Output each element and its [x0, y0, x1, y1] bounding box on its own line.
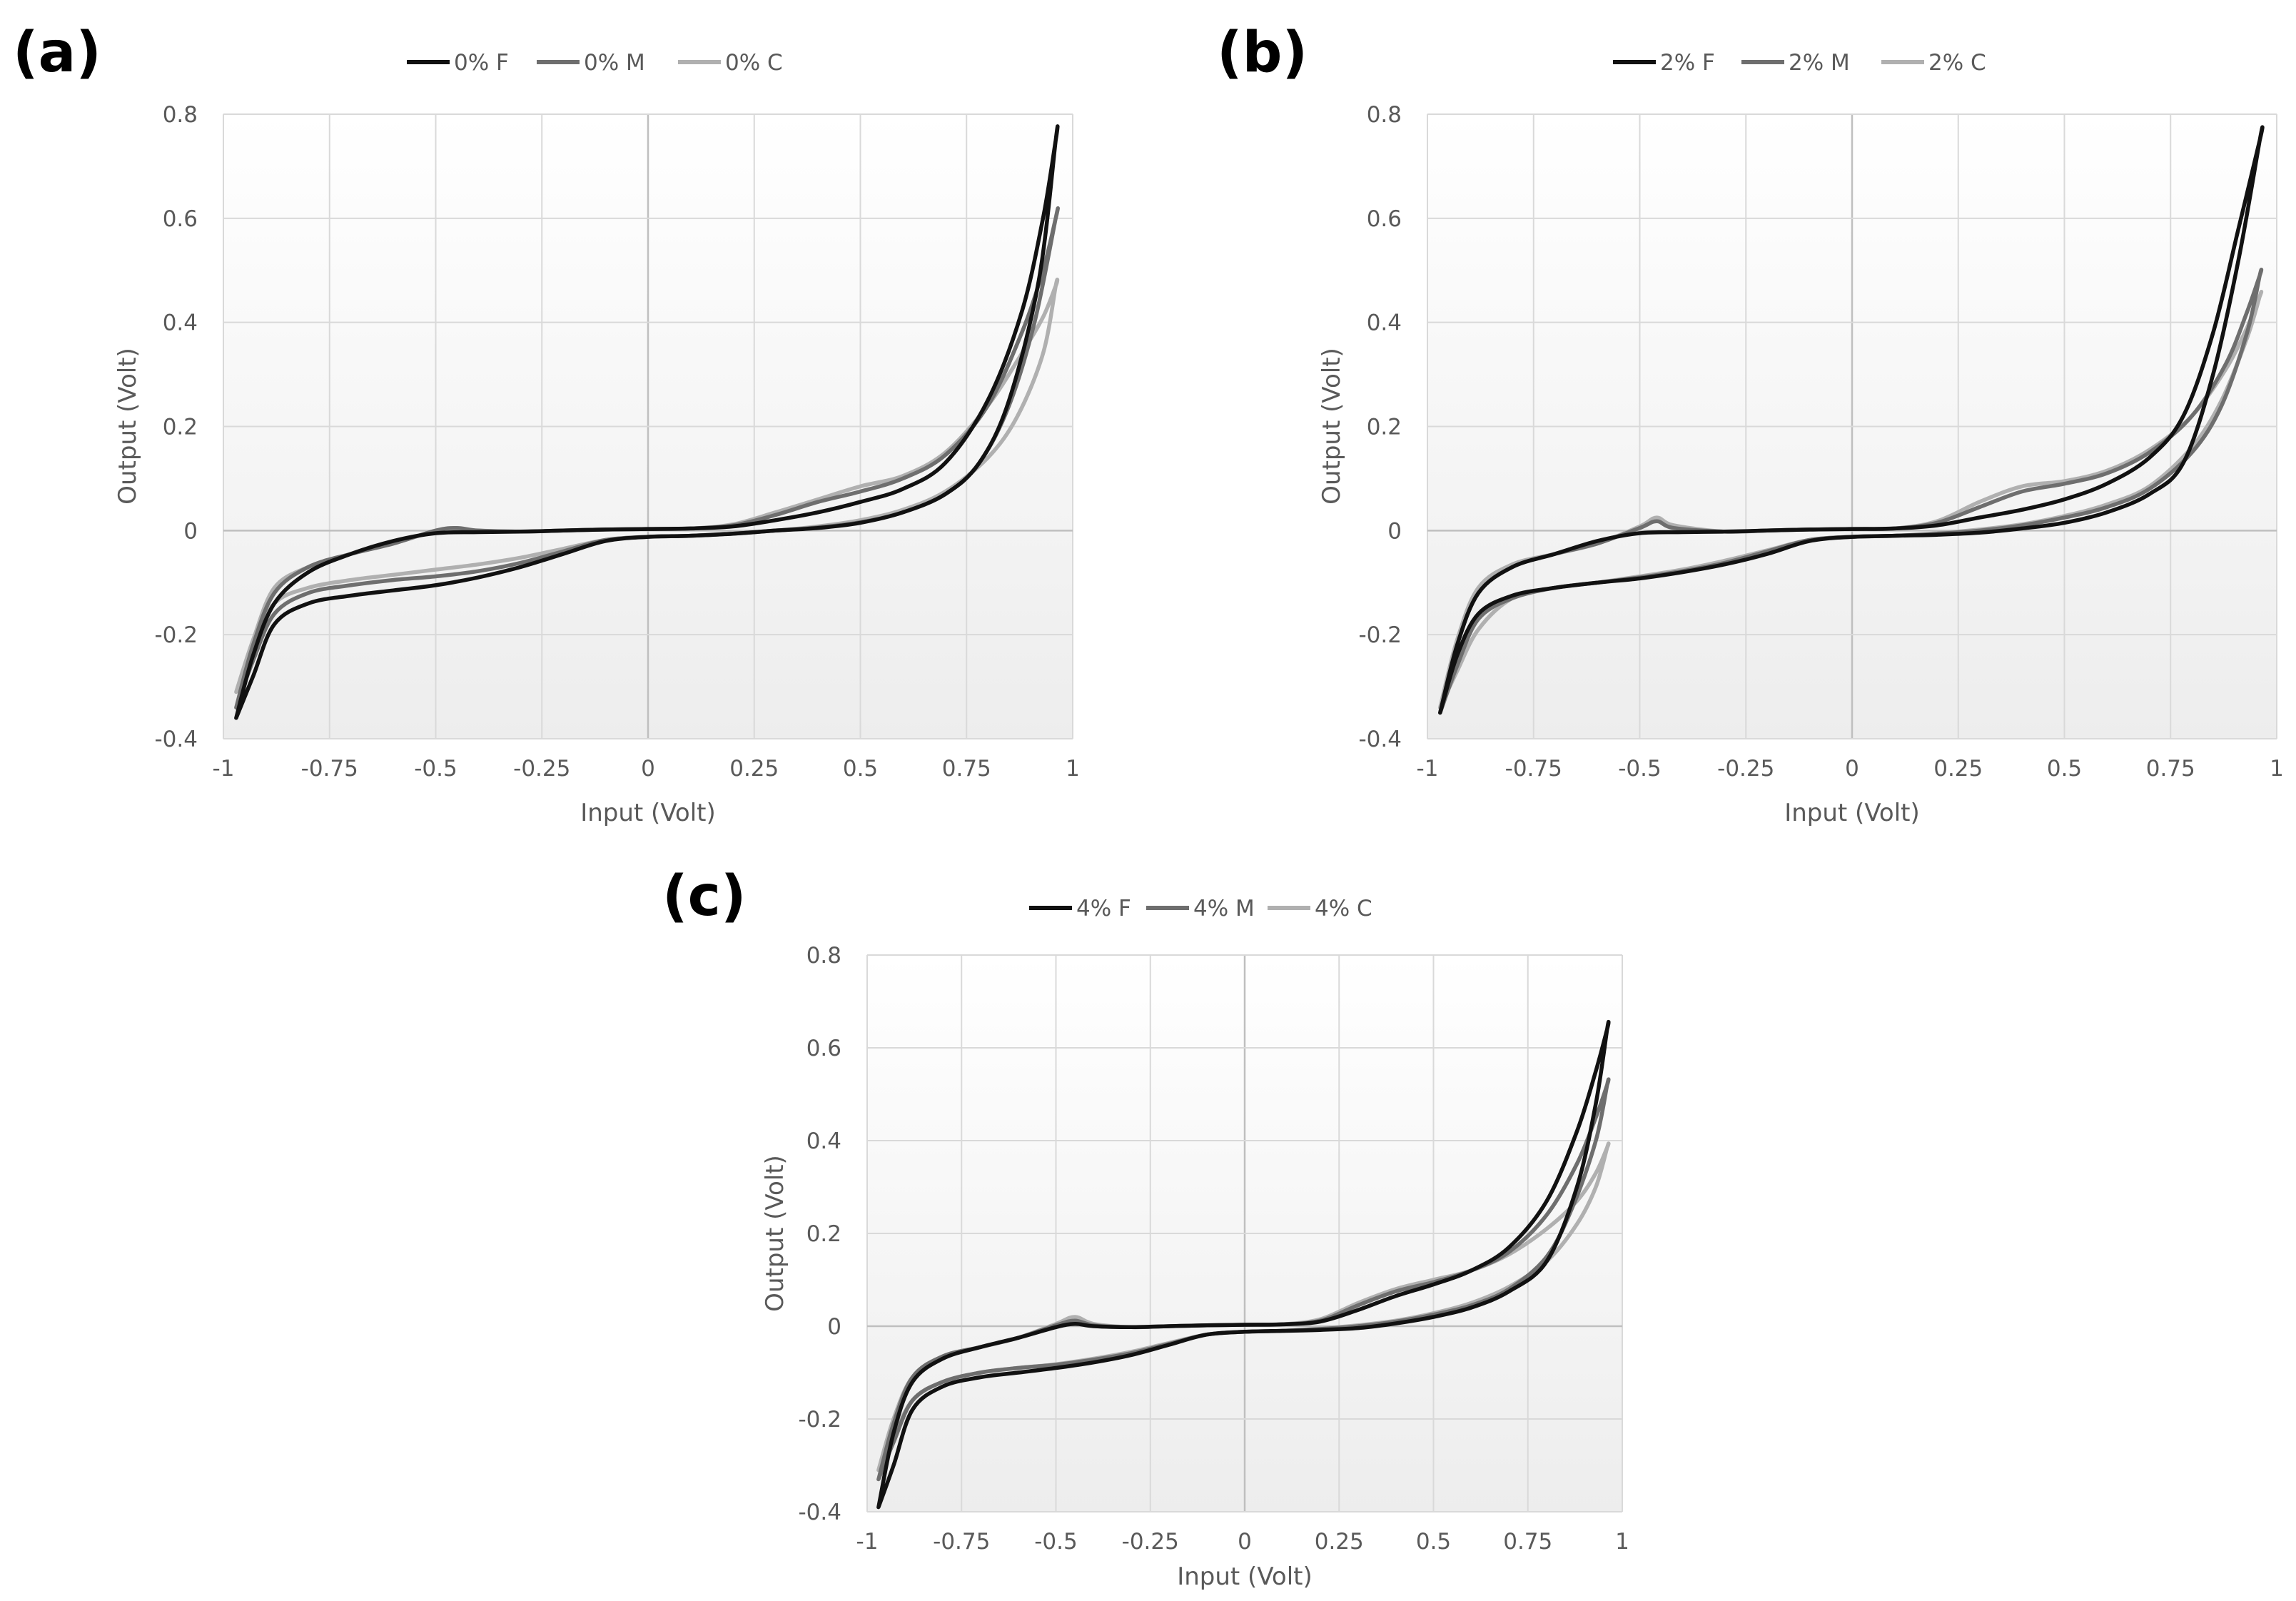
y-tick-c-2: 0 [827, 1314, 841, 1340]
legend-label-c-0: 4% F [1076, 896, 1131, 921]
series-line-c-F [876, 1020, 1611, 1510]
y-tick-labels-a: -0.4 -0.2 0 0.2 0.4 0.6 0.8 [155, 102, 198, 752]
y-tick-a-1: -0.2 [155, 622, 198, 648]
legend-label-c-1: 4% M [1193, 896, 1255, 921]
series-line-b-C [1438, 290, 2264, 710]
y-tick-a-4: 0.4 [163, 310, 198, 336]
panel-a: (a) 0% F 0% M 0% C -1 -0.75 -0.5 -0.25 0… [13, 21, 1080, 827]
panel-c: (c) 4% F 4% M 4% C -1 -0.75 -0.5 -0.25 0… [662, 864, 1629, 1591]
panel-label-a: (a) [13, 21, 101, 85]
series-line-a-F [234, 124, 1060, 720]
x-tick-a-1: -0.75 [301, 756, 358, 782]
x-tick-b-7: 0.75 [2146, 756, 2195, 782]
x-tick-c-2: -0.5 [1034, 1529, 1078, 1555]
y-tick-labels-b: -0.4 -0.2 0 0.2 0.4 0.6 0.8 [1359, 102, 1402, 752]
x-tick-a-0: -1 [213, 756, 235, 782]
x-tick-a-8: 1 [1066, 756, 1080, 782]
x-tick-c-3: -0.25 [1122, 1529, 1179, 1555]
x-tick-labels-a: -1 -0.75 -0.5 -0.25 0 0.25 0.5 0.75 1 [213, 756, 1080, 782]
y-tick-b-3: 0.2 [1367, 415, 1402, 440]
panel-b: (b) 2% F 2% M 2% C -1 -0.75 -0.5 -0.25 0… [1217, 21, 2284, 827]
x-tick-a-5: 0.25 [729, 756, 779, 782]
series-line-b-F [1438, 125, 2265, 715]
y-tick-a-5: 0.6 [163, 206, 198, 232]
y-tick-c-4: 0.4 [806, 1128, 841, 1154]
gridlines-c [866, 954, 1623, 1512]
y-tick-labels-c: -0.4 -0.2 0 0.2 0.4 0.6 0.8 [799, 943, 842, 1525]
x-tick-c-4: 0 [1238, 1529, 1252, 1555]
y-tick-b-0: -0.4 [1359, 727, 1402, 752]
x-tick-b-3: -0.25 [1717, 756, 1774, 782]
legend-a: 0% F 0% M 0% C [407, 50, 783, 76]
y-tick-b-2: 0 [1387, 518, 1402, 544]
x-tick-b-1: -0.75 [1505, 756, 1562, 782]
legend-label-a-0: 0% F [454, 50, 509, 76]
legend-label-a-1: 0% M [584, 50, 645, 76]
x-tick-labels-c: -1 -0.75 -0.5 -0.25 0 0.25 0.5 0.75 1 [856, 1529, 1629, 1555]
x-tick-b-8: 1 [2270, 756, 2284, 782]
y-tick-c-5: 0.6 [806, 1036, 841, 1061]
y-tick-b-4: 0.4 [1367, 310, 1402, 336]
gridlines-b [1427, 113, 2277, 739]
y-axis-title-c: Output (Volt) [761, 1155, 789, 1312]
y-tick-c-3: 0.2 [806, 1221, 841, 1247]
y-tick-a-6: 0.8 [163, 102, 198, 128]
series-c [876, 1020, 1611, 1510]
y-tick-c-1: -0.2 [799, 1407, 842, 1433]
legend-label-a-2: 0% C [725, 50, 783, 76]
panel-label-b: (b) [1217, 21, 1308, 85]
y-tick-c-0: -0.4 [799, 1500, 842, 1525]
series-b [1438, 125, 2265, 715]
x-tick-b-4: 0 [1845, 756, 1859, 782]
x-tick-b-5: 0.25 [1933, 756, 1983, 782]
x-tick-a-4: 0 [641, 756, 655, 782]
y-tick-b-6: 0.8 [1367, 102, 1402, 128]
x-tick-b-0: -1 [1417, 756, 1439, 782]
legend-label-b-0: 2% F [1660, 50, 1715, 76]
panel-label-c: (c) [662, 864, 747, 929]
y-tick-a-3: 0.2 [163, 415, 198, 440]
legend-label-b-1: 2% M [1789, 50, 1850, 76]
y-tick-a-0: -0.4 [155, 727, 198, 752]
x-tick-b-6: 0.5 [2047, 756, 2082, 782]
y-tick-a-2: 0 [183, 518, 198, 544]
legend-c: 4% F 4% M 4% C [1029, 896, 1372, 921]
x-tick-c-1: -0.75 [933, 1529, 990, 1555]
x-tick-b-2: -0.5 [1618, 756, 1662, 782]
x-axis-title-b: Input (Volt) [1784, 799, 1920, 827]
x-tick-a-3: -0.25 [513, 756, 570, 782]
x-axis-title-c: Input (Volt) [1177, 1562, 1313, 1591]
legend-label-c-2: 4% C [1315, 896, 1372, 921]
x-tick-a-6: 0.5 [843, 756, 878, 782]
legend-b: 2% F 2% M 2% C [1613, 50, 1986, 76]
x-tick-a-7: 0.75 [942, 756, 991, 782]
x-tick-c-7: 0.75 [1503, 1529, 1552, 1555]
x-tick-a-2: -0.5 [414, 756, 457, 782]
x-tick-c-6: 0.5 [1416, 1529, 1451, 1555]
y-axis-title-a: Output (Volt) [113, 348, 142, 505]
x-tick-c-5: 0.25 [1315, 1529, 1364, 1555]
x-tick-c-0: -1 [856, 1529, 879, 1555]
y-tick-b-5: 0.6 [1367, 206, 1402, 232]
x-tick-c-8: 1 [1615, 1529, 1629, 1555]
y-tick-c-6: 0.8 [806, 943, 841, 969]
x-axis-title-a: Input (Volt) [580, 799, 716, 827]
legend-label-b-2: 2% C [1928, 50, 1986, 76]
y-axis-title-b: Output (Volt) [1318, 348, 1346, 505]
x-tick-labels-b: -1 -0.75 -0.5 -0.25 0 0.25 0.5 0.75 1 [1417, 756, 2284, 782]
y-tick-b-1: -0.2 [1359, 622, 1402, 648]
series-a [234, 124, 1060, 720]
